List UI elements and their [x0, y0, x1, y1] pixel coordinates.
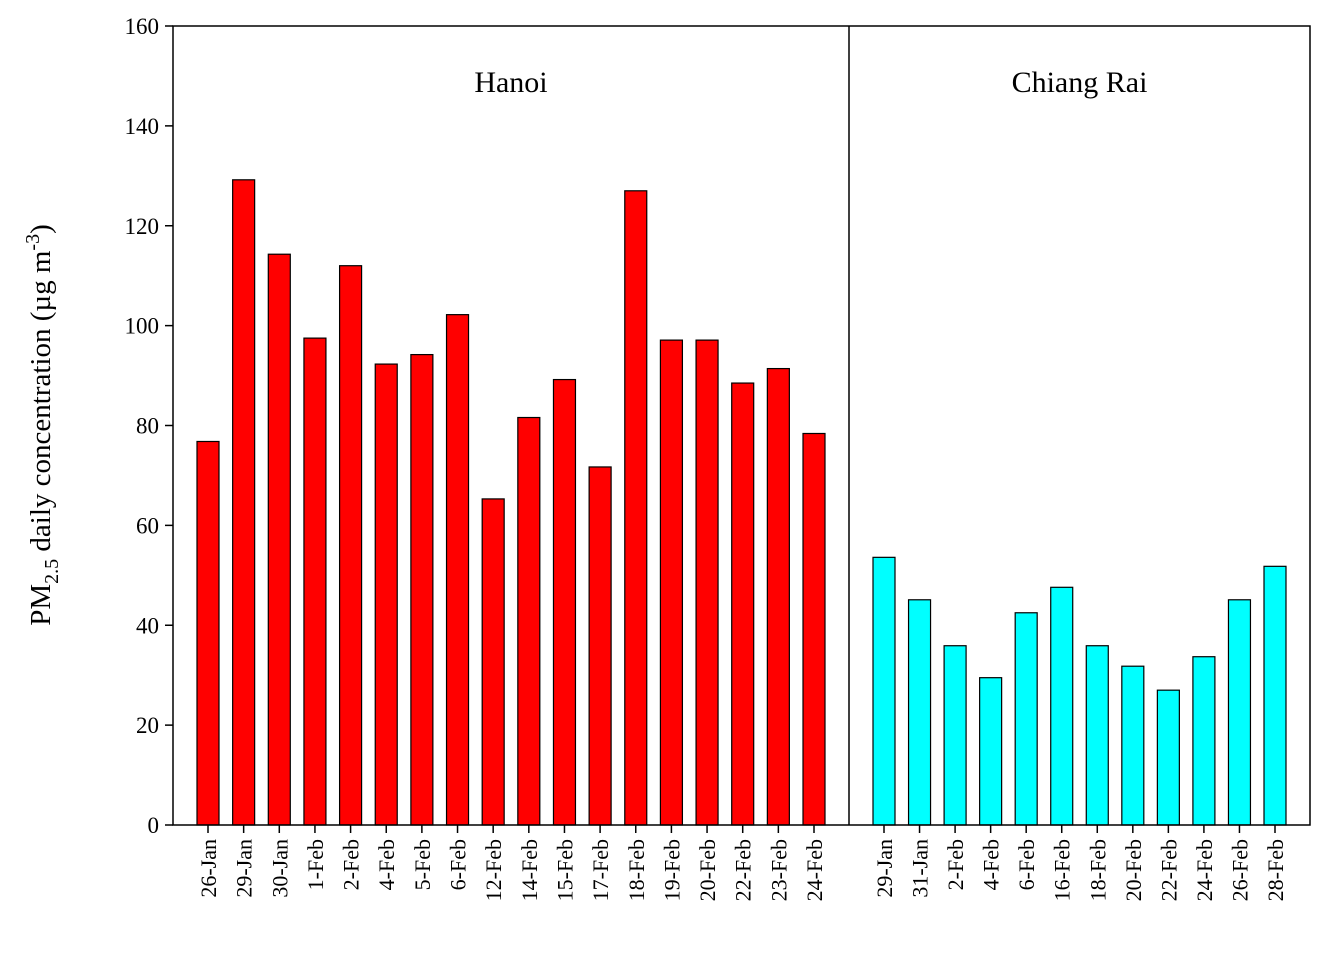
bar — [1050, 586, 1074, 826]
x-tick-label: 4-Feb — [374, 839, 399, 890]
bar — [267, 253, 291, 826]
y-tick-label: 80 — [136, 414, 159, 439]
x-tick-label: 24-Feb — [1192, 839, 1217, 901]
bar — [552, 378, 577, 826]
y-tick-label: 0 — [148, 813, 160, 838]
x-tick-label: 2-Feb — [339, 839, 364, 890]
panel-title: Chiang Rai — [1012, 66, 1148, 99]
bar — [943, 645, 967, 826]
y-label-main: PM — [25, 584, 57, 626]
x-tick-label: 30-Jan — [267, 839, 292, 898]
bar — [303, 337, 327, 826]
bar — [232, 179, 256, 826]
y-tick-label: 120 — [125, 214, 160, 239]
bar — [907, 599, 932, 826]
x-tick-label: 1-Feb — [303, 839, 328, 890]
x-tick-label: 22-Feb — [731, 839, 756, 901]
bar — [659, 339, 684, 826]
y-label-sup: -3 — [22, 234, 44, 251]
bar — [1192, 656, 1216, 826]
bar — [1121, 665, 1145, 826]
bar — [196, 440, 220, 826]
bar — [410, 353, 434, 826]
x-tick-label: 26-Jan — [196, 839, 221, 898]
y-axis-label: PM2.5 daily concentration (µg m-3) — [22, 224, 63, 626]
plot-frame — [172, 25, 1311, 826]
y-tick-label: 160 — [125, 14, 160, 39]
x-tick-label: 20-Feb — [1121, 839, 1146, 901]
x-tick-label: 29-Jan — [232, 839, 257, 898]
x-tick-label: 28-Feb — [1263, 839, 1288, 901]
bar — [1085, 645, 1109, 826]
x-tick-label: 2-Feb — [943, 839, 968, 890]
y-tick-label: 20 — [136, 713, 159, 738]
x-tick-label: 16-Feb — [1050, 839, 1075, 901]
x-tick-label: 17-Feb — [588, 839, 613, 901]
x-tick-label: 26-Feb — [1227, 839, 1252, 901]
x-tick-label: 23-Feb — [766, 839, 791, 901]
bar — [1263, 565, 1287, 826]
bar — [695, 339, 719, 826]
bar — [979, 677, 1003, 826]
bar — [731, 382, 755, 826]
y-label-text: daily concentration (µg m — [25, 250, 57, 559]
y-tick-label: 140 — [125, 114, 160, 139]
bar — [481, 498, 505, 826]
x-tick-label: 4-Feb — [979, 839, 1004, 890]
y-tick-label: 60 — [136, 513, 159, 538]
y-tick-label: 40 — [136, 613, 159, 638]
x-tick-label: 20-Feb — [695, 839, 720, 901]
x-tick-label: 18-Feb — [624, 839, 649, 901]
x-tick-label: 14-Feb — [517, 839, 542, 901]
bar — [1014, 612, 1038, 826]
bar — [517, 416, 541, 826]
x-tick-label: 22-Feb — [1156, 839, 1181, 901]
bar — [1227, 599, 1252, 826]
bar — [374, 363, 398, 826]
x-tick-label: 15-Feb — [552, 839, 577, 901]
x-tick-label: 12-Feb — [481, 839, 506, 901]
x-tick-label: 31-Jan — [908, 839, 933, 898]
x-tick-label: 5-Feb — [410, 839, 435, 890]
bar — [624, 190, 648, 826]
x-tick-label: 6-Feb — [446, 839, 471, 890]
bar — [445, 314, 470, 826]
y-label-end: ) — [25, 224, 57, 234]
panel-title: Hanoi — [474, 66, 547, 99]
y-tick-label: 100 — [125, 314, 160, 339]
x-tick-label: 29-Jan — [872, 839, 897, 898]
x-tick-label: 6-Feb — [1014, 839, 1039, 890]
bar — [872, 556, 896, 826]
bar — [766, 367, 790, 826]
y-label-sub: 2.5 — [41, 559, 63, 584]
bar — [1156, 689, 1180, 826]
bar — [338, 265, 363, 826]
x-tick-label: 24-Feb — [802, 839, 827, 901]
x-tick-label: 19-Feb — [659, 839, 684, 901]
x-tick-label: 18-Feb — [1085, 839, 1110, 901]
bar — [802, 432, 826, 826]
bar — [588, 466, 612, 826]
